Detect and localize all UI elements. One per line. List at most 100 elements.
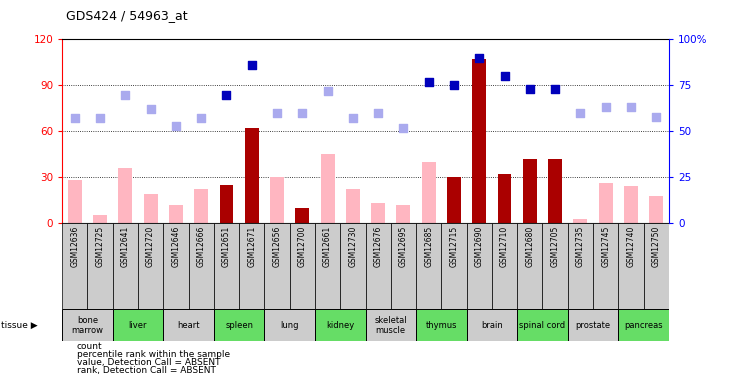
Text: spleen: spleen <box>225 321 253 330</box>
Point <box>195 116 207 122</box>
Bar <box>371 203 385 223</box>
Text: prostate: prostate <box>575 321 610 330</box>
Text: GSM12745: GSM12745 <box>601 226 610 267</box>
Text: GSM12666: GSM12666 <box>197 226 205 267</box>
Text: heart: heart <box>178 321 200 330</box>
Bar <box>189 223 213 309</box>
Bar <box>93 216 107 223</box>
Text: count: count <box>77 342 102 351</box>
Bar <box>118 168 132 223</box>
Text: GSM12651: GSM12651 <box>222 226 231 267</box>
Bar <box>213 309 265 341</box>
Bar <box>113 309 163 341</box>
Bar <box>144 194 158 223</box>
Point <box>575 110 586 116</box>
Text: GSM12720: GSM12720 <box>146 226 155 267</box>
Bar <box>62 309 113 341</box>
Bar <box>289 223 315 309</box>
Point <box>448 82 460 88</box>
Bar <box>163 309 213 341</box>
Text: GSM12661: GSM12661 <box>323 226 332 267</box>
Point <box>297 110 308 116</box>
Point <box>651 114 662 120</box>
Text: value, Detection Call = ABSENT: value, Detection Call = ABSENT <box>77 358 220 367</box>
Point <box>347 116 359 122</box>
Point <box>119 92 131 98</box>
Text: GSM12656: GSM12656 <box>273 226 281 267</box>
Text: GSM12680: GSM12680 <box>526 226 534 267</box>
Bar <box>498 174 512 223</box>
Bar <box>346 189 360 223</box>
Bar <box>315 309 366 341</box>
Bar <box>568 223 593 309</box>
Text: GSM12685: GSM12685 <box>424 226 433 267</box>
Bar <box>416 223 442 309</box>
Bar <box>396 205 410 223</box>
Point <box>524 86 536 92</box>
Bar <box>618 223 643 309</box>
Bar <box>315 223 340 309</box>
Bar <box>466 223 492 309</box>
Text: GSM12750: GSM12750 <box>652 226 661 267</box>
Text: lung: lung <box>281 321 299 330</box>
Text: GSM12725: GSM12725 <box>96 226 105 267</box>
Bar <box>492 223 518 309</box>
Bar <box>113 223 138 309</box>
Text: skeletal
muscle: skeletal muscle <box>374 316 407 335</box>
Point <box>398 124 409 130</box>
Bar <box>270 177 284 223</box>
Bar <box>169 205 183 223</box>
Point <box>372 110 384 116</box>
Text: GSM12671: GSM12671 <box>247 226 257 267</box>
Bar <box>573 219 587 223</box>
Bar <box>624 186 638 223</box>
Bar <box>245 128 259 223</box>
Text: GSM12740: GSM12740 <box>626 226 635 267</box>
Text: spinal cord: spinal cord <box>520 321 566 330</box>
Bar <box>321 154 335 223</box>
Point <box>499 73 510 79</box>
Point <box>625 104 637 110</box>
Text: GSM12715: GSM12715 <box>450 226 458 267</box>
Text: GSM12735: GSM12735 <box>576 226 585 267</box>
Point <box>549 86 561 92</box>
Text: GSM12636: GSM12636 <box>70 226 79 267</box>
Text: GDS424 / 54963_at: GDS424 / 54963_at <box>66 9 187 22</box>
Bar <box>422 162 436 223</box>
Text: GSM12646: GSM12646 <box>171 226 181 267</box>
Bar <box>265 223 289 309</box>
Point <box>94 116 106 122</box>
Text: liver: liver <box>129 321 147 330</box>
Bar <box>518 223 542 309</box>
Point <box>271 110 283 116</box>
Text: GSM12641: GSM12641 <box>121 226 130 267</box>
Point <box>246 62 257 68</box>
Text: GSM12676: GSM12676 <box>374 226 382 267</box>
Bar <box>68 180 82 223</box>
Text: tissue ▶: tissue ▶ <box>1 321 37 330</box>
Text: GSM12695: GSM12695 <box>399 226 408 267</box>
Bar <box>219 185 233 223</box>
Text: brain: brain <box>481 321 503 330</box>
Point <box>145 106 156 112</box>
Bar <box>295 208 309 223</box>
Point <box>322 88 333 94</box>
Text: GSM12700: GSM12700 <box>298 226 307 267</box>
Bar <box>213 223 239 309</box>
Text: bone
marrow: bone marrow <box>72 316 103 335</box>
Text: GSM12730: GSM12730 <box>349 226 357 267</box>
Point <box>69 116 80 122</box>
Point <box>600 104 612 110</box>
Point <box>221 92 232 98</box>
Bar <box>548 159 562 223</box>
Bar <box>643 223 669 309</box>
Bar <box>239 223 265 309</box>
Point <box>170 123 182 129</box>
Bar <box>88 223 113 309</box>
Bar <box>163 223 189 309</box>
Text: GSM12710: GSM12710 <box>500 226 509 267</box>
Bar <box>599 183 613 223</box>
Bar <box>366 223 391 309</box>
Bar <box>447 177 461 223</box>
Bar <box>391 223 416 309</box>
